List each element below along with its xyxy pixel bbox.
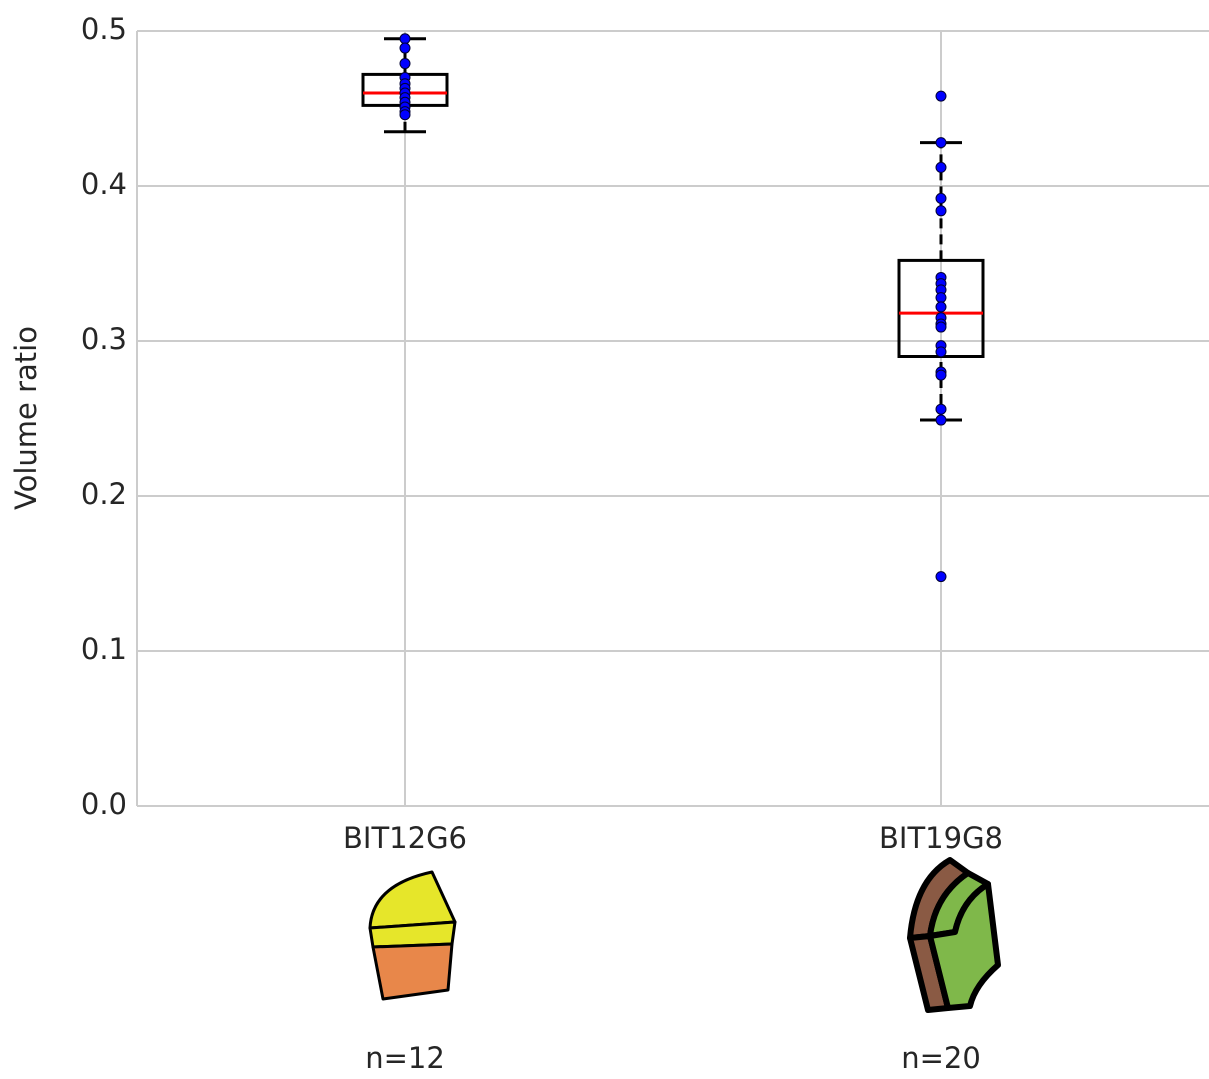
data-point: [399, 109, 411, 121]
y-tick-label: 0.4: [81, 167, 127, 201]
data-point: [935, 137, 947, 149]
data-point: [935, 321, 947, 333]
y-tick-label: 0.1: [81, 632, 127, 666]
x-tick-label: BIT12G6: [343, 821, 467, 855]
data-point: [935, 369, 947, 381]
data-point: [399, 58, 411, 70]
data-point: [935, 571, 947, 583]
y-tick-label: 0.0: [81, 787, 127, 821]
data-point: [935, 292, 947, 304]
annotation: n=12: [365, 1041, 445, 1075]
icon-bit12g6: [368, 870, 457, 1001]
data-point: [935, 301, 947, 313]
data-point: [935, 205, 947, 217]
icon-bit19g8: [907, 857, 1001, 1013]
data-point: [935, 161, 947, 173]
y-tick-label: 0.3: [81, 322, 127, 356]
x-tick-label: BIT19G8: [879, 821, 1003, 855]
annotation: n=20: [901, 1041, 981, 1075]
data-point: [935, 403, 947, 415]
data-point: [935, 192, 947, 204]
data-point: [399, 42, 411, 54]
data-point: [935, 90, 947, 102]
y-tick-label: 0.2: [81, 477, 127, 511]
data-point: [935, 346, 947, 358]
y-tick-label: 0.5: [81, 12, 127, 46]
data-point: [399, 33, 411, 45]
y-axis-label: Volume ratio: [9, 326, 43, 510]
data-point: [935, 414, 947, 426]
